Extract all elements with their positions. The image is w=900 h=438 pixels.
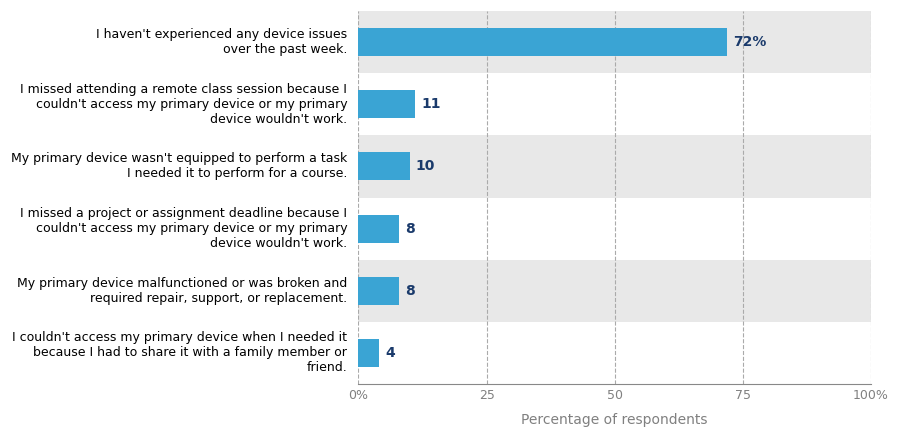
Text: 72%: 72% bbox=[734, 35, 767, 49]
Bar bbox=[358, 73, 871, 135]
Bar bbox=[358, 198, 871, 260]
Bar bbox=[358, 135, 871, 198]
Bar bbox=[358, 339, 379, 367]
Bar bbox=[358, 215, 400, 243]
Text: 4: 4 bbox=[385, 346, 395, 360]
Text: 11: 11 bbox=[421, 97, 440, 111]
Bar bbox=[358, 260, 871, 322]
Bar bbox=[358, 277, 400, 305]
Bar bbox=[358, 90, 415, 118]
Bar bbox=[358, 322, 871, 384]
Bar bbox=[358, 11, 871, 73]
Text: 8: 8 bbox=[406, 222, 416, 236]
X-axis label: Percentage of respondents: Percentage of respondents bbox=[521, 413, 708, 427]
Bar bbox=[358, 152, 410, 180]
Text: 8: 8 bbox=[406, 284, 416, 298]
Bar bbox=[358, 28, 727, 56]
Text: 10: 10 bbox=[416, 159, 436, 173]
